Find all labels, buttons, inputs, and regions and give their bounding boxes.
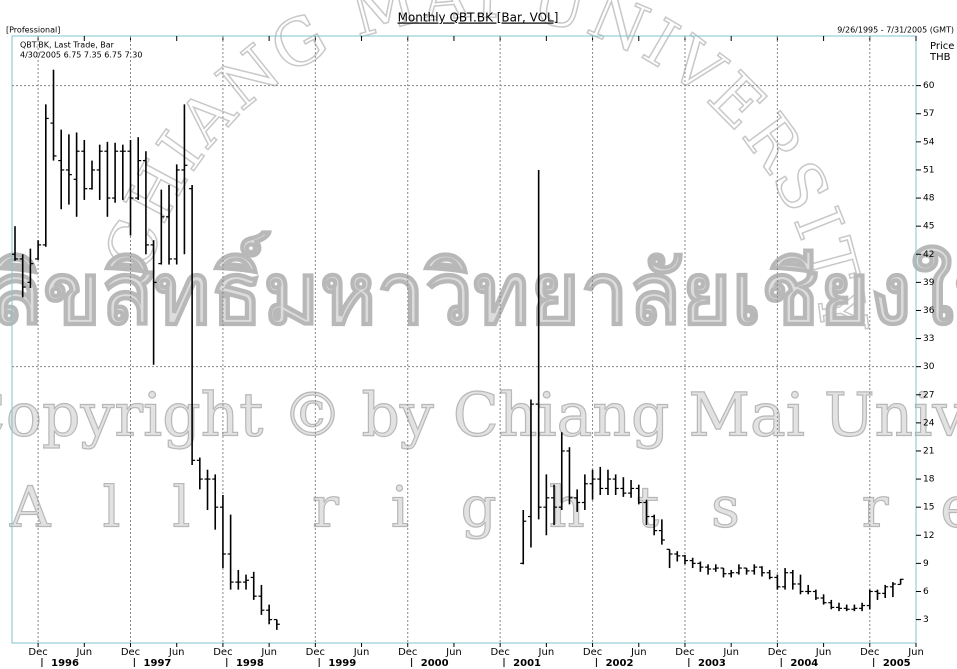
y-tick-label: 15 bbox=[923, 503, 934, 513]
x-tick-label: Jun bbox=[75, 647, 92, 658]
x-tick-label: Jun bbox=[630, 647, 647, 658]
edition: [Professional] bbox=[6, 26, 60, 35]
year-label: 2005 bbox=[883, 658, 911, 669]
year-label: 2003 bbox=[698, 658, 726, 669]
watermark-copyright: Copyright © by Chiang Mai University bbox=[0, 381, 957, 451]
year-label: 2002 bbox=[606, 658, 634, 669]
year-label: 1999 bbox=[328, 658, 356, 669]
x-tick-label: Jun bbox=[907, 647, 924, 658]
y-label: THB bbox=[929, 52, 951, 63]
y-tick-label: 36 bbox=[923, 306, 935, 316]
year-label: 1996 bbox=[51, 658, 79, 669]
y-label: Price bbox=[930, 41, 954, 52]
y-tick-label: 24 bbox=[923, 418, 935, 428]
y-tick-label: 60 bbox=[923, 81, 935, 91]
year-label: 1998 bbox=[236, 658, 264, 669]
y-tick-label: 6 bbox=[923, 587, 929, 597]
x-tick-label: Dec bbox=[490, 647, 509, 658]
x-tick-label: Dec bbox=[121, 647, 140, 658]
x-tick-label: Dec bbox=[398, 647, 417, 658]
year-label: 1997 bbox=[144, 658, 172, 669]
y-tick-label: 45 bbox=[923, 222, 934, 232]
y-tick-label: 57 bbox=[923, 109, 934, 119]
y-tick-label: 30 bbox=[923, 362, 935, 372]
year-label: 2004 bbox=[790, 658, 818, 669]
y-tick-label: 51 bbox=[923, 165, 934, 175]
legend-title: QBT.BK, Last Trade, Bar bbox=[20, 41, 115, 50]
x-tick-label: Jun bbox=[168, 647, 185, 658]
x-tick-label: Dec bbox=[675, 647, 694, 658]
x-tick-label: Jun bbox=[815, 647, 832, 658]
year-label: 2001 bbox=[513, 658, 541, 669]
y-tick-label: 9 bbox=[923, 559, 929, 569]
y-tick-label: 33 bbox=[923, 334, 934, 344]
x-tick-label: Dec bbox=[213, 647, 232, 658]
watermark-thai: ลิขสิทธิ์มหาวิทยาลัยเชียงใหม่ bbox=[0, 230, 957, 344]
x-tick-label: Jun bbox=[538, 647, 555, 658]
year-label: 2000 bbox=[421, 658, 449, 669]
y-tick-label: 3 bbox=[923, 615, 929, 625]
y-tick-label: 39 bbox=[923, 278, 935, 288]
plot-frame bbox=[11, 35, 917, 644]
x-tick-label: Dec bbox=[306, 647, 325, 658]
y-tick-label: 48 bbox=[923, 194, 935, 204]
x-tick-label: Dec bbox=[860, 647, 879, 658]
x-tick-label: Dec bbox=[768, 647, 787, 658]
x-tick-label: Jun bbox=[260, 647, 277, 658]
x-tick-label: Jun bbox=[445, 647, 462, 658]
y-tick-label: 27 bbox=[923, 390, 934, 400]
x-tick-label: Jun bbox=[722, 647, 739, 658]
chart-title: Monthly QBT.BK [Bar, VOL] bbox=[398, 11, 559, 25]
x-tick-label: Jun bbox=[353, 647, 370, 658]
watermark-rights: All rights reserved bbox=[9, 476, 957, 541]
y-tick-label: 12 bbox=[923, 531, 934, 541]
date-range: 9/26/1995 - 7/31/2005 (GMT) bbox=[837, 26, 954, 35]
x-tick-label: Dec bbox=[28, 647, 47, 658]
legend-values: 4/30/2005 6.75 7.35 6.75 7.30 bbox=[20, 51, 142, 60]
y-tick-label: 42 bbox=[923, 250, 934, 260]
y-tick-label: 21 bbox=[923, 446, 934, 456]
x-tick-label: Dec bbox=[583, 647, 602, 658]
y-tick-label: 18 bbox=[923, 475, 935, 485]
y-tick-label: 54 bbox=[923, 137, 935, 147]
